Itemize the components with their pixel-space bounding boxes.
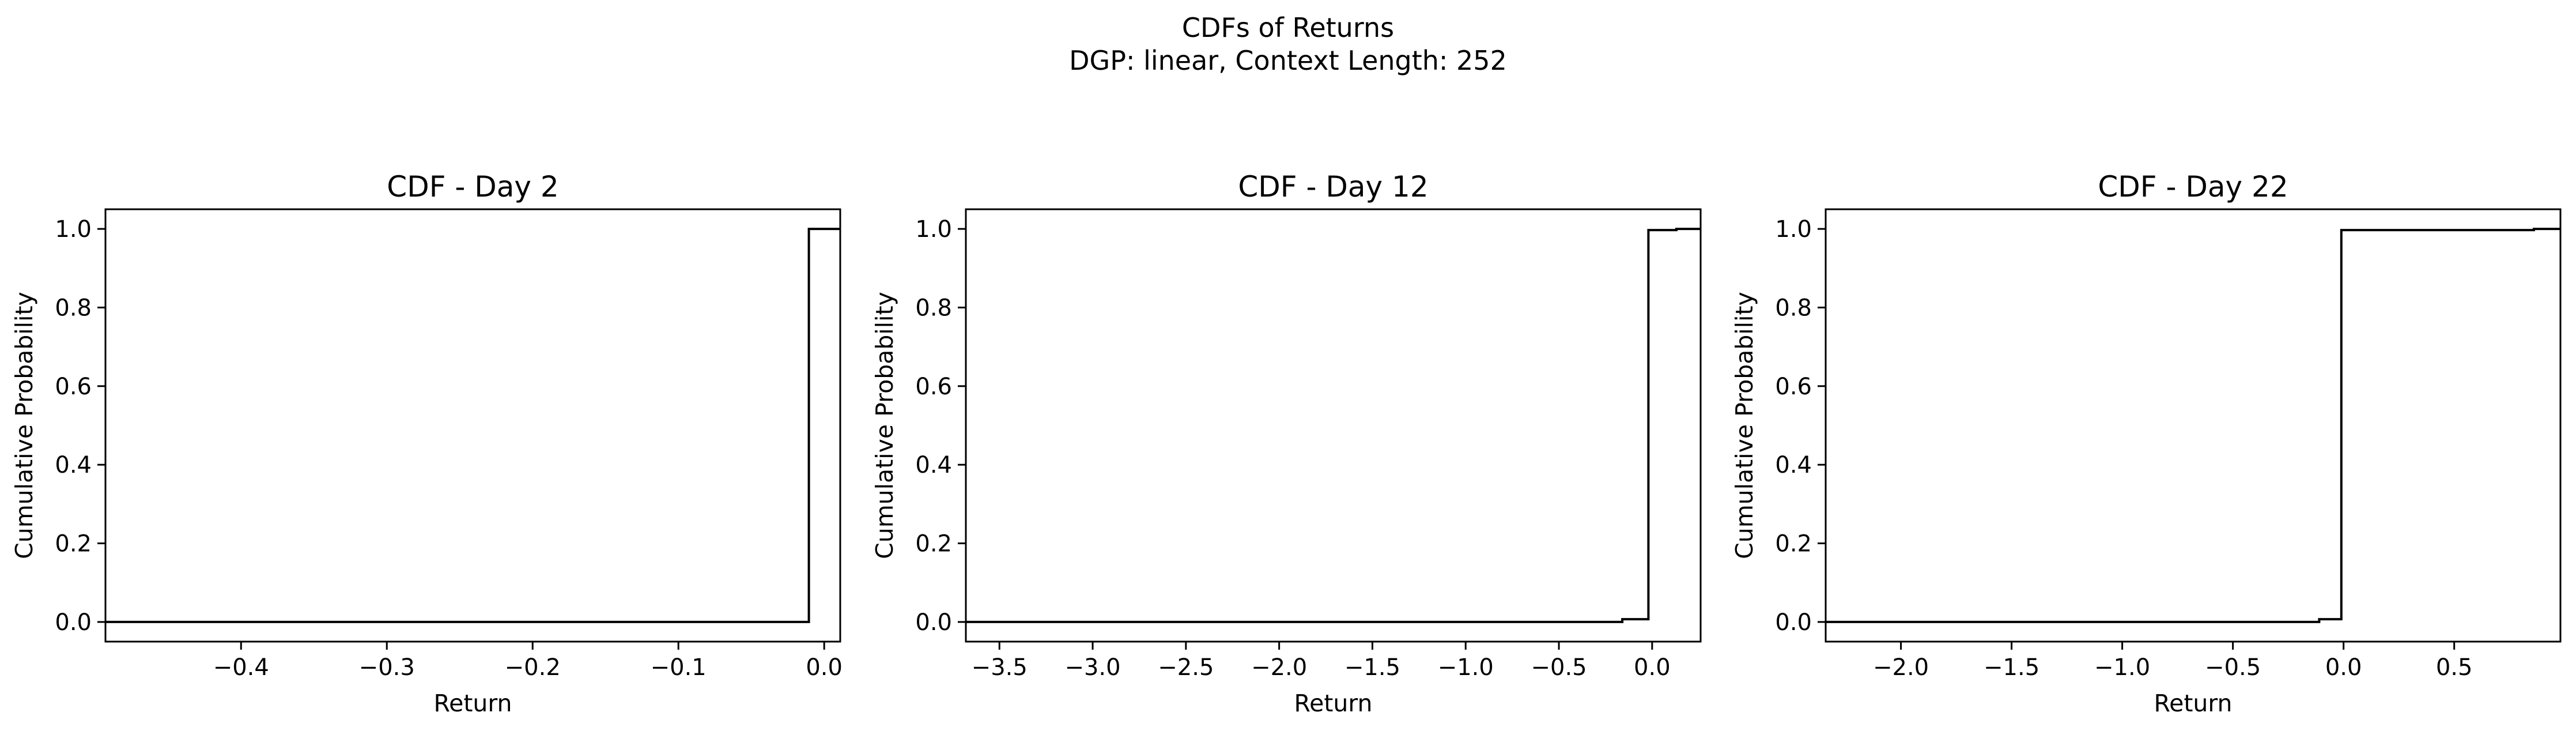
x-tick-label: −1.0 [2094, 654, 2150, 681]
cdf-step-line [105, 228, 840, 623]
y-tick-label: 0.4 [915, 452, 952, 478]
y-tick-label: 0.4 [55, 452, 92, 478]
y-tick-label: 0.8 [55, 295, 92, 321]
y-tick-label: 0.8 [915, 295, 952, 321]
axes-frame [965, 208, 1702, 643]
x-axis-label: Return [1294, 689, 1372, 717]
subplot-day-12: CDF - Day 12 −3.5 −3.0 −2.5 −2.0 −1.5 −1.0 −0.5… [871, 170, 1702, 717]
x-tick-label: −0.5 [1531, 654, 1587, 681]
y-axis-label: Cumulative Probability [871, 292, 898, 559]
x-tick-label: 0.0 [1634, 654, 1671, 681]
x-tick-label: −0.4 [213, 654, 269, 681]
y-tick-label: 0.2 [1775, 531, 1812, 557]
x-tick-label: −2.0 [1251, 654, 1307, 681]
x-tick-label: −1.5 [1344, 654, 1400, 681]
y-tick-label: 1.0 [915, 216, 952, 243]
y-tick-label: 0.6 [915, 374, 952, 400]
figure-title-line2: DGP: linear, Context Length: 252 [1069, 45, 1507, 76]
subplot-title: CDF - Day 2 [387, 170, 558, 203]
y-axis-label: Cumulative Probability [10, 292, 38, 559]
y-axis-label: Cumulative Probability [1731, 292, 1758, 559]
x-tick-label: 0.0 [2325, 654, 2362, 681]
axes-frame [1825, 208, 2562, 643]
y-tick-label: 0.0 [915, 609, 952, 636]
x-tick-label: −0.3 [359, 654, 415, 681]
x-tick-label: −1.0 [1438, 654, 1494, 681]
y-tick-label: 0.0 [55, 609, 92, 636]
y-tick-label: 1.0 [1775, 216, 1812, 243]
x-tick-label: −0.2 [505, 654, 561, 681]
y-tick-label: 0.8 [1775, 295, 1812, 321]
subplot-day-2: CDF - Day 2 −0.4 −0.3 −0.2 −0.1 0.0 0.0 0.2 0.4 0… [10, 170, 843, 717]
subplot-title: CDF - Day 12 [1238, 170, 1428, 203]
y-tick-label: 0.2 [915, 531, 952, 557]
x-tick-label: 0.5 [2436, 654, 2473, 681]
cdf-step-line [966, 228, 1701, 623]
subplot-title: CDF - Day 22 [2098, 170, 2288, 203]
x-tick-label: −3.0 [1064, 654, 1120, 681]
y-tick-label: 0.6 [55, 374, 92, 400]
x-tick-label: 0.0 [806, 654, 843, 681]
y-tick-label: 0.0 [1775, 609, 1812, 636]
x-tick-label: −1.5 [1984, 654, 2039, 681]
x-tick-label: −2.5 [1158, 654, 1214, 681]
y-tick-label: 1.0 [55, 216, 92, 243]
y-tick-label: 0.6 [1775, 374, 1812, 400]
y-tick-label: 0.2 [55, 531, 92, 557]
cdf-step-line [1826, 228, 2560, 623]
x-axis-label: Return [2154, 689, 2232, 717]
figure-title-line1: CDFs of Returns [1182, 12, 1394, 43]
axes-frame [104, 208, 841, 643]
x-tick-label: −0.1 [651, 654, 707, 681]
x-tick-label: −0.5 [2205, 654, 2261, 681]
subplot-day-22: CDF - Day 22 −2.0 −1.5 −1.0 −0.5 0.0 0.5 0.0 0.2… [1731, 170, 2562, 717]
x-axis-label: Return [433, 689, 512, 717]
y-tick-label: 0.4 [1775, 452, 1812, 478]
x-tick-label: −2.0 [1873, 654, 1929, 681]
x-tick-label: −3.5 [972, 654, 1028, 681]
